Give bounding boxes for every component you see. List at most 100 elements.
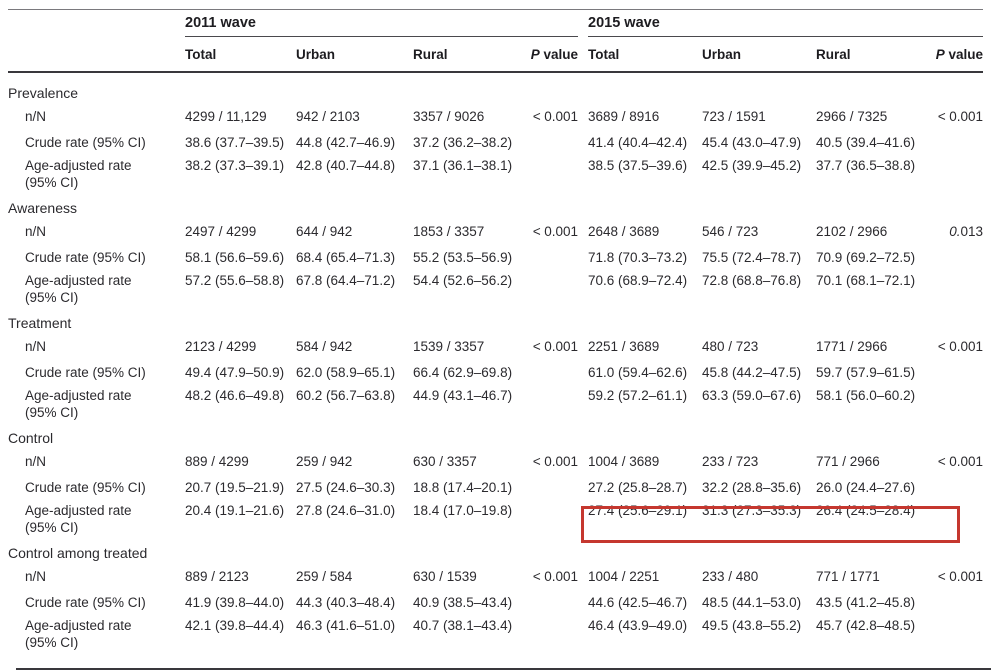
row-label: Crude rate (95% CI) <box>25 365 146 380</box>
cell-t2015-pvalue: < 0.001 <box>937 339 983 354</box>
table-row: n/N 2123 / 4299 584 / 942 1539 / 3357 < 0.0… <box>8 339 1000 365</box>
cell-t2015-pvalue: < 0.001 <box>937 454 983 469</box>
wave-2015-label: 2015 wave <box>588 15 660 31</box>
table-section: Treatment n/N 2123 / 4299 584 / 942 1539 /… <box>8 315 1000 430</box>
table-row: Crude rate (95% CI) 20.7 (19.5–21.9) 27.5… <box>8 480 1000 503</box>
cell-t2011-urban: 44.8 (42.7–46.9) <box>296 135 396 150</box>
cell-t2011-total: 49.4 (47.9–50.9) <box>185 365 285 380</box>
table-row: n/N 889 / 2123 259 / 584 630 / 1539 < 0.001… <box>8 569 1000 595</box>
cell-t2011-rural: 18.4 (17.0–19.8) <box>413 503 513 518</box>
row-label: Crude rate (95% CI) <box>25 480 146 495</box>
row-label: n/N <box>25 224 47 239</box>
cell-t2011-rural: 18.8 (17.4–20.1) <box>413 480 513 495</box>
cell-t2015-total: 44.6 (42.5–46.7) <box>588 595 688 610</box>
section-rows: n/N 2497 / 4299 644 / 942 1853 / 3357 < 0.0… <box>8 224 1000 315</box>
cell-t2015-urban: 49.5 (43.8–55.2) <box>702 618 802 633</box>
cell-t2015-total: 38.5 (37.5–39.6) <box>588 158 688 173</box>
cell-t2011-rural: 1539 / 3357 <box>413 339 485 354</box>
row-label: Crude rate (95% CI) <box>25 135 146 150</box>
cell-t2015-total: 61.0 (59.4–62.6) <box>588 365 688 380</box>
table-section: Prevalence n/N 4299 / 11,129 942 / 2103 33… <box>8 85 1000 200</box>
cell-t2011-urban: 42.8 (40.7–44.8) <box>296 158 396 173</box>
cell-t2011-rural: 1853 / 3357 <box>413 224 485 239</box>
column-header-2011-total: Total <box>185 47 217 62</box>
cell-t2011-total: 889 / 4299 <box>185 454 249 469</box>
row-label-line2: (95% CI) <box>25 635 79 650</box>
row-label: Age-adjusted rate <box>25 618 132 633</box>
cell-t2011-rural: 40.7 (38.1–43.4) <box>413 618 513 633</box>
column-header-2015-pvalue: P value <box>935 47 983 62</box>
cell-t2011-urban: 68.4 (65.4–71.3) <box>296 250 396 265</box>
cell-t2011-total: 42.1 (39.8–44.4) <box>185 618 285 633</box>
cell-t2015-rural: 70.1 (68.1–72.1) <box>816 273 916 288</box>
table-section: Control among treated n/N 889 / 2123 259 … <box>8 545 1000 660</box>
cell-t2011-total: 2123 / 4299 <box>185 339 257 354</box>
table-row: Crude rate (95% CI) 49.4 (47.9–50.9) 62.0… <box>8 365 1000 388</box>
cell-t2011-total: 889 / 2123 <box>185 569 249 584</box>
table-row: Crude rate (95% CI) 38.6 (37.7–39.5) 44.8… <box>8 135 1000 158</box>
cell-t2011-rural: 630 / 3357 <box>413 454 477 469</box>
section-rows: n/N 889 / 4299 259 / 942 630 / 3357 < 0.001… <box>8 454 1000 545</box>
cell-t2011-urban: 644 / 942 <box>296 224 353 239</box>
cell-t2011-pvalue: < 0.001 <box>532 454 578 469</box>
cell-t2015-rural: 2102 / 2966 <box>816 224 888 239</box>
cell-t2015-rural: 43.5 (41.2–45.8) <box>816 595 916 610</box>
cell-t2011-urban: 60.2 (56.7–63.8) <box>296 388 396 403</box>
cell-t2015-total: 3689 / 8916 <box>588 109 660 124</box>
section-rows: n/N 2123 / 4299 584 / 942 1539 / 3357 < 0.0… <box>8 339 1000 430</box>
cell-t2015-pvalue: < 0.001 <box>937 109 983 124</box>
cell-t2011-rural: 66.4 (62.9–69.8) <box>413 365 513 380</box>
cell-t2015-urban: 75.5 (72.4–78.7) <box>702 250 802 265</box>
cell-t2011-urban: 259 / 942 <box>296 454 353 469</box>
cell-t2011-pvalue: < 0.001 <box>532 109 578 124</box>
section-rows: n/N 889 / 2123 259 / 584 630 / 1539 < 0.001… <box>8 569 1000 660</box>
cell-t2011-rural: 37.1 (36.1–38.1) <box>413 158 513 173</box>
cell-t2011-urban: 584 / 942 <box>296 339 353 354</box>
cell-t2015-urban: 546 / 723 <box>702 224 759 239</box>
cell-t2011-pvalue: < 0.001 <box>532 339 578 354</box>
cell-t2011-urban: 62.0 (58.9–65.1) <box>296 365 396 380</box>
cell-t2011-rural: 40.9 (38.5–43.4) <box>413 595 513 610</box>
wave-2011-label: 2011 wave <box>185 15 256 31</box>
table-row: Crude rate (95% CI) 58.1 (56.6–59.6) 68.4… <box>8 250 1000 273</box>
cell-t2015-rural: 771 / 2966 <box>816 454 880 469</box>
wave-group-2011: 2011 wave <box>185 10 578 37</box>
column-header-2015-total: Total <box>588 47 620 62</box>
row-label: Age-adjusted rate <box>25 273 132 288</box>
cell-t2011-total: 4299 / 11,129 <box>185 109 267 124</box>
cell-t2015-total: 2251 / 3689 <box>588 339 660 354</box>
cell-t2011-pvalue: < 0.001 <box>532 224 578 239</box>
row-label: n/N <box>25 109 47 124</box>
row-label: Age-adjusted rate <box>25 503 132 518</box>
cell-t2015-rural: 70.9 (69.2–72.5) <box>816 250 916 265</box>
row-label-line2: (95% CI) <box>25 520 79 535</box>
cell-t2015-total: 59.2 (57.2–61.1) <box>588 388 688 403</box>
cell-t2015-urban: 72.8 (68.8–76.8) <box>702 273 802 288</box>
cell-t2011-urban: 259 / 584 <box>296 569 353 584</box>
section-label: Treatment <box>8 315 72 331</box>
cell-t2015-urban: 32.2 (28.8–35.6) <box>702 480 802 495</box>
cell-t2015-urban: 45.8 (44.2–47.5) <box>702 365 802 380</box>
table-row: Age-adjusted rate (95% CI) 48.2 (46.6–49… <box>8 388 1000 430</box>
section-label: Control <box>8 430 54 446</box>
cell-t2011-total: 20.4 (19.1–21.6) <box>185 503 285 518</box>
table-row: Crude rate (95% CI) 41.9 (39.8–44.0) 44.3… <box>8 595 1000 618</box>
cell-t2015-rural: 26.0 (24.4–27.6) <box>816 480 916 495</box>
row-label: Age-adjusted rate <box>25 158 132 173</box>
cell-t2015-total: 1004 / 2251 <box>588 569 660 584</box>
table-row: Age-adjusted rate (95% CI) 42.1 (39.8–44… <box>8 618 1000 660</box>
cell-t2011-urban: 942 / 2103 <box>296 109 360 124</box>
cell-t2015-total: 27.2 (25.8–28.7) <box>588 480 688 495</box>
cell-t2011-rural: 630 / 1539 <box>413 569 477 584</box>
column-header-2011-rural: Rural <box>413 47 448 62</box>
table-section: Awareness n/N 2497 / 4299 644 / 942 1853 /… <box>8 200 1000 315</box>
column-header-2015-urban: Urban <box>702 47 742 62</box>
cell-t2015-rural: 40.5 (39.4–41.6) <box>816 135 916 150</box>
cell-t2015-urban: 45.4 (43.0–47.9) <box>702 135 802 150</box>
table-bottom-rule <box>16 668 991 670</box>
row-label-line2: (95% CI) <box>25 405 79 420</box>
cell-t2011-rural: 44.9 (43.1–46.7) <box>413 388 513 403</box>
cell-t2015-urban: 48.5 (44.1–53.0) <box>702 595 802 610</box>
cell-t2011-total: 41.9 (39.8–44.0) <box>185 595 285 610</box>
cell-t2015-urban: 480 / 723 <box>702 339 759 354</box>
